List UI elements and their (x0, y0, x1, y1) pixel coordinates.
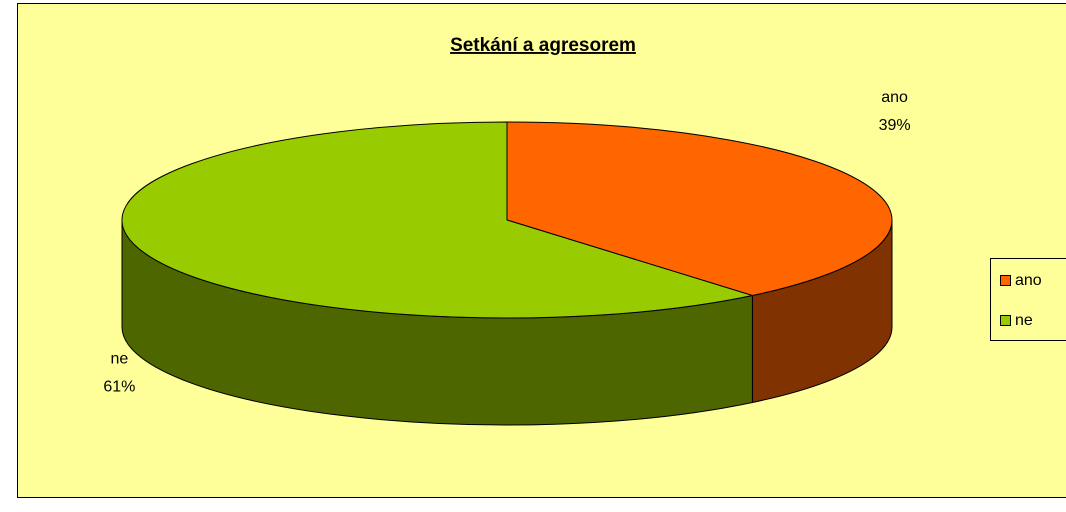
legend-label: ano (1015, 272, 1042, 289)
data-label-name: ne (111, 351, 129, 368)
data-label: 61% (103, 379, 135, 396)
slice (506, 121, 893, 297)
data-label-name: ano (881, 89, 908, 106)
legend-box (990, 258, 1066, 341)
legend-swatch (1000, 275, 1011, 286)
chart-title: Setkání a agresorem (450, 35, 636, 56)
data-label: 39% (879, 117, 911, 134)
legend-swatch (1000, 315, 1011, 326)
legend-label: ne (1015, 312, 1033, 329)
slice (121, 121, 753, 319)
